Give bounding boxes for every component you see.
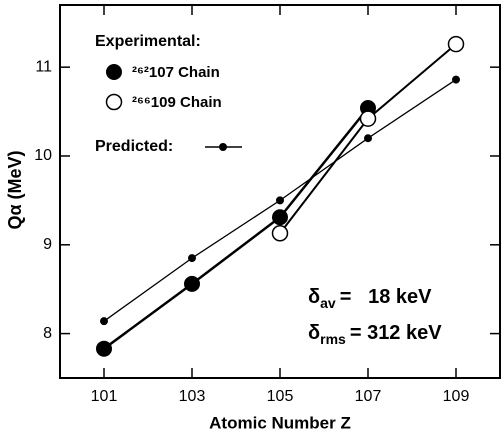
annotation-symbol: δ bbox=[308, 286, 320, 308]
x-tick-label: 103 bbox=[179, 388, 206, 405]
marker bbox=[96, 340, 112, 357]
marker bbox=[188, 254, 196, 263]
legend-marker bbox=[219, 143, 227, 151]
legend-title: Experimental: bbox=[95, 33, 201, 50]
marker bbox=[364, 134, 372, 143]
legend-marker bbox=[106, 64, 122, 80]
x-tick-label: 107 bbox=[355, 388, 382, 405]
legend-label: Predicted: bbox=[95, 138, 173, 155]
annotation-subscript: av bbox=[320, 295, 336, 311]
x-axis-label: Atomic Number Z bbox=[209, 413, 351, 432]
annotation: δrms = 312 keV bbox=[308, 322, 442, 346]
marker bbox=[100, 317, 108, 326]
legend-label: ²⁶²107 Chain bbox=[132, 64, 220, 81]
marker bbox=[276, 196, 284, 205]
marker bbox=[271, 224, 289, 242]
y-tick-label: 10 bbox=[34, 147, 52, 164]
y-tick-label: 11 bbox=[35, 58, 52, 75]
x-tick-label: 105 bbox=[267, 388, 294, 405]
annotation: δav = 18 keV bbox=[308, 286, 432, 310]
marker bbox=[452, 75, 460, 84]
series-line bbox=[103, 107, 369, 350]
annotation-text: = 312 keV bbox=[350, 322, 442, 344]
marker bbox=[272, 209, 288, 226]
y-axis-label: Qα (MeV) bbox=[5, 150, 25, 229]
y-tick-label: 9 bbox=[43, 236, 52, 253]
annotation-symbol: δ bbox=[308, 322, 320, 344]
x-tick-label: 101 bbox=[91, 388, 118, 405]
marker bbox=[184, 275, 200, 292]
annotation-subscript: rms bbox=[320, 331, 346, 347]
legend-marker bbox=[105, 93, 123, 111]
marker bbox=[359, 110, 377, 127]
annotation-text: = 18 keV bbox=[340, 286, 432, 308]
y-tick-label: 8 bbox=[43, 325, 52, 342]
marker bbox=[447, 35, 465, 53]
legend-label: ²⁶⁶109 Chain bbox=[132, 94, 222, 111]
x-tick-label: 109 bbox=[443, 388, 470, 405]
